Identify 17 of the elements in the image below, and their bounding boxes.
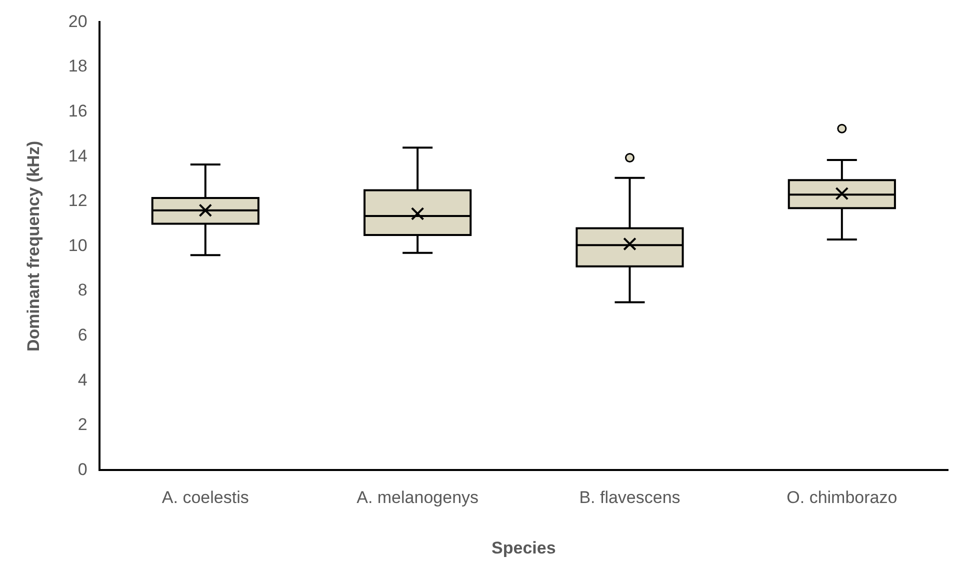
y-tick-label: 20 (68, 12, 88, 31)
y-tick-label: 14 (68, 146, 88, 166)
x-tick-label: A. coelestis (162, 488, 249, 508)
y-tick-label: 0 (78, 460, 88, 479)
y-tick-label: 16 (68, 101, 88, 120)
y-tick-label: 8 (78, 280, 88, 300)
y-tick-label: 2 (78, 415, 88, 434)
x-tick-label: O. chimborazo (786, 488, 898, 508)
y-tick-label: 4 (78, 370, 88, 390)
x-tick-label: B. flavescens (579, 488, 680, 508)
x-axis-title: Species (492, 538, 556, 558)
y-tick-label: 6 (78, 325, 88, 344)
y-tick-label: 18 (68, 56, 88, 76)
x-tick-label: A. melanogenys (356, 488, 479, 508)
y-tick-label: 10 (68, 236, 88, 255)
y-tick-label: 12 (68, 191, 88, 210)
y-axis-title: Dominant frequency (kHz) (24, 140, 43, 352)
